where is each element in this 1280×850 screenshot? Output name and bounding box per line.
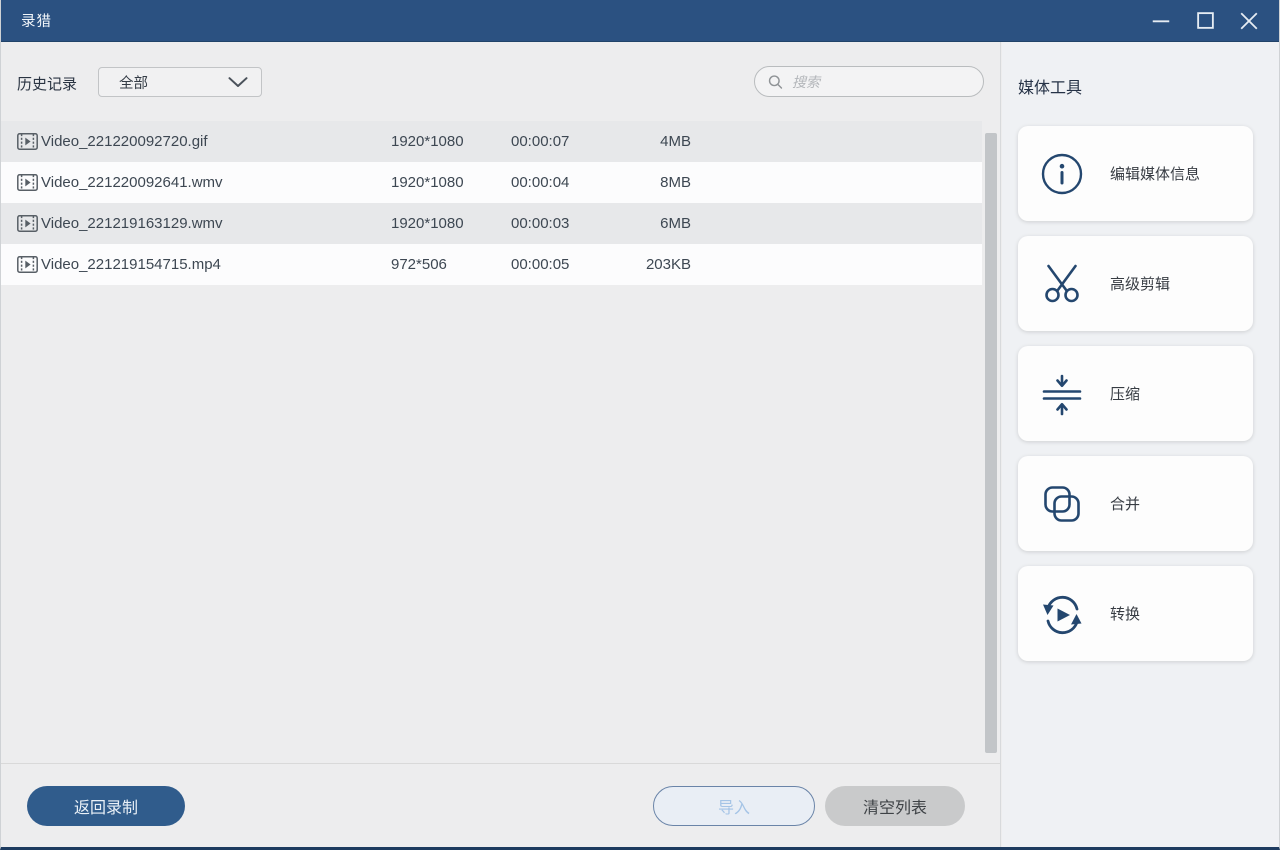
convert-icon bbox=[1043, 595, 1082, 634]
tool-label: 高级剪辑 bbox=[1110, 276, 1171, 293]
search-box[interactable] bbox=[754, 66, 984, 97]
table-row[interactable]: Video_221219163129.wmv 1920*1080 00:00:0… bbox=[1, 203, 982, 244]
video-file-icon bbox=[17, 133, 41, 150]
scrollbar-track[interactable] bbox=[985, 133, 997, 753]
file-size: 6MB bbox=[660, 215, 691, 232]
tool-label: 编辑媒体信息 bbox=[1110, 166, 1201, 183]
table-row[interactable]: Video_221220092641.wmv 1920*1080 00:00:0… bbox=[1, 162, 982, 203]
media-tools-sidebar: 媒体工具 编辑媒体信息 高级剪辑 bbox=[1002, 42, 1279, 847]
footer-bar: 返回录制 导入 清空列表 bbox=[1, 763, 1000, 847]
info-icon bbox=[1041, 153, 1083, 194]
history-label: 历史记录 bbox=[17, 76, 78, 93]
tool-card-advanced-trim[interactable]: 高级剪辑 bbox=[1018, 236, 1253, 331]
tool-card-edit-media-info[interactable]: 编辑媒体信息 bbox=[1018, 126, 1253, 221]
close-icon bbox=[1240, 12, 1258, 29]
tool-card-merge[interactable]: 合并 bbox=[1018, 456, 1253, 551]
file-name: Video_221219154715.mp4 bbox=[41, 256, 221, 273]
window-title: 录猎 bbox=[21, 14, 52, 30]
tool-label: 转换 bbox=[1110, 606, 1141, 623]
clear-list-button[interactable]: 清空列表 bbox=[825, 786, 965, 826]
file-duration: 00:00:07 bbox=[511, 133, 570, 150]
file-resolution: 972*506 bbox=[391, 256, 447, 273]
search-input[interactable] bbox=[792, 73, 973, 90]
file-size: 8MB bbox=[660, 174, 691, 191]
video-file-icon bbox=[17, 256, 41, 273]
import-button[interactable]: 导入 bbox=[653, 786, 815, 826]
table-row[interactable]: Video_221220092720.gif 1920*1080 00:00:0… bbox=[1, 121, 982, 162]
compress-icon bbox=[1042, 374, 1082, 415]
file-duration: 00:00:04 bbox=[511, 174, 570, 191]
file-name: Video_221220092641.wmv bbox=[41, 174, 223, 191]
file-resolution: 1920*1080 bbox=[391, 133, 464, 150]
scrollbar-thumb[interactable] bbox=[985, 133, 997, 753]
tool-label: 合并 bbox=[1110, 496, 1141, 513]
tool-label: 压缩 bbox=[1110, 386, 1141, 403]
minimize-button[interactable] bbox=[1139, 0, 1183, 42]
file-list: Video_221220092720.gif 1920*1080 00:00:0… bbox=[1, 121, 1000, 763]
chevron-down-icon bbox=[228, 76, 248, 87]
table-row[interactable]: Video_221219154715.mp4 972*506 00:00:05 … bbox=[1, 244, 982, 285]
close-button[interactable] bbox=[1227, 0, 1271, 42]
titlebar[interactable]: 录猎 bbox=[1, 0, 1279, 42]
file-duration: 00:00:05 bbox=[511, 256, 570, 273]
tool-card-compress[interactable]: 压缩 bbox=[1018, 346, 1253, 441]
merge-icon bbox=[1044, 485, 1080, 522]
file-size: 203KB bbox=[645, 256, 691, 273]
search-icon bbox=[768, 74, 783, 89]
back-to-record-button[interactable]: 返回录制 bbox=[27, 786, 185, 826]
filter-dropdown[interactable]: 全部 bbox=[98, 67, 262, 97]
maximize-icon bbox=[1196, 12, 1214, 29]
file-name: Video_221219163129.wmv bbox=[41, 215, 223, 232]
minimize-icon bbox=[1152, 19, 1170, 22]
file-duration: 00:00:03 bbox=[511, 215, 570, 232]
sidebar-title: 媒体工具 bbox=[1018, 80, 1083, 97]
file-resolution: 1920*1080 bbox=[391, 174, 464, 191]
scissors-icon bbox=[1045, 264, 1079, 302]
window-controls bbox=[1139, 0, 1279, 42]
filter-selected-value: 全部 bbox=[119, 75, 148, 92]
main-panel: 历史记录 全部 bbox=[1, 42, 1001, 847]
file-resolution: 1920*1080 bbox=[391, 215, 464, 232]
tool-card-convert[interactable]: 转换 bbox=[1018, 566, 1253, 661]
file-rows: Video_221220092720.gif 1920*1080 00:00:0… bbox=[1, 121, 982, 285]
file-size: 4MB bbox=[660, 133, 691, 150]
video-file-icon bbox=[17, 215, 41, 232]
video-file-icon bbox=[17, 174, 41, 191]
file-name: Video_221220092720.gif bbox=[41, 133, 208, 150]
toolbar: 历史记录 全部 bbox=[1, 42, 1000, 121]
maximize-button[interactable] bbox=[1183, 0, 1227, 42]
